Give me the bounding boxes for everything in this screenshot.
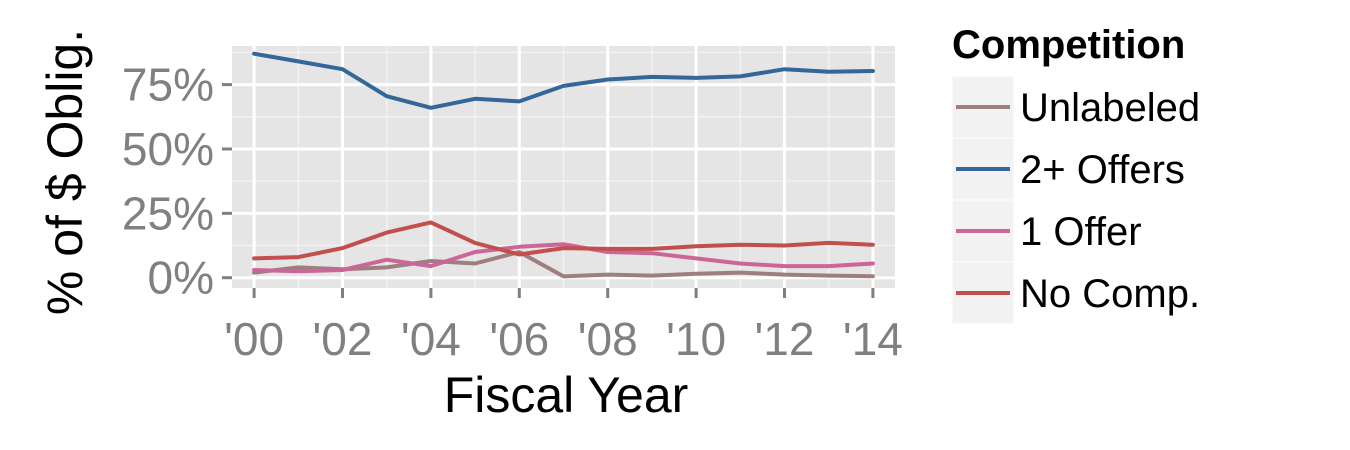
legend-label: 1 Offer (1020, 210, 1142, 254)
legend: Competition Unlabeled 2+ Offers 1 Offer No … (951, 23, 1200, 325)
y-tick-label: 25% (122, 187, 214, 239)
x-tick-label: '10 (666, 313, 726, 365)
legend-label: No Comp. (1020, 272, 1200, 316)
series-line-no-comp (252, 220, 875, 261)
x-axis: '00 '02 '04 '06 '08 '10 '12 '14 (224, 288, 903, 365)
series-lines (252, 51, 875, 279)
y-tick-label: 75% (122, 59, 214, 111)
x-tick-label: '14 (843, 313, 903, 365)
x-tick-label: '04 (401, 313, 461, 365)
legend-title: Competition (952, 23, 1185, 67)
legend-label: Unlabeled (1020, 86, 1200, 130)
series-line-1-offer (252, 242, 875, 274)
y-tick-label: 0% (148, 252, 214, 304)
legend-label: 2+ Offers (1020, 148, 1185, 192)
y-axis-title: % of $ Oblig. (37, 29, 93, 315)
x-tick-label: '02 (313, 313, 373, 365)
x-tick-label: '12 (755, 313, 815, 365)
x-axis-title: Fiscal Year (444, 367, 689, 423)
y-axis: 0% 25% 50% 75% (122, 59, 232, 304)
x-tick-label: '00 (224, 313, 284, 365)
x-tick-label: '06 (489, 313, 549, 365)
x-tick-label: '08 (578, 313, 638, 365)
y-tick-label: 50% (122, 123, 214, 175)
series-line-2-offers (252, 51, 875, 110)
